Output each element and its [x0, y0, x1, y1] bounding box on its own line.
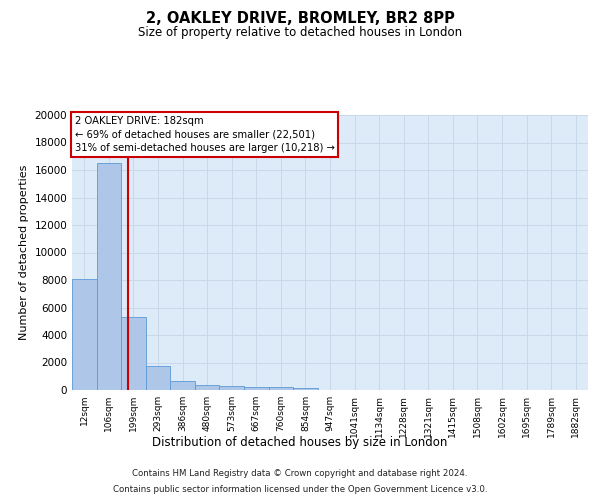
Text: 2, OAKLEY DRIVE, BROMLEY, BR2 8PP: 2, OAKLEY DRIVE, BROMLEY, BR2 8PP: [146, 11, 454, 26]
Text: Distribution of detached houses by size in London: Distribution of detached houses by size …: [152, 436, 448, 449]
Bar: [97, 163, 121, 390]
Text: Contains HM Land Registry data © Crown copyright and database right 2024.: Contains HM Land Registry data © Crown c…: [132, 470, 468, 478]
Bar: [293, 388, 318, 390]
Bar: [170, 381, 195, 390]
Bar: [269, 387, 293, 390]
Bar: [121, 317, 146, 390]
Bar: [195, 385, 220, 390]
Text: Contains public sector information licensed under the Open Government Licence v3: Contains public sector information licen…: [113, 484, 487, 494]
Bar: [244, 387, 269, 390]
Y-axis label: Number of detached properties: Number of detached properties: [19, 165, 29, 340]
Text: Size of property relative to detached houses in London: Size of property relative to detached ho…: [138, 26, 462, 39]
Bar: [72, 278, 97, 390]
Bar: [220, 386, 244, 390]
Text: 2 OAKLEY DRIVE: 182sqm
← 69% of detached houses are smaller (22,501)
31% of semi: 2 OAKLEY DRIVE: 182sqm ← 69% of detached…: [74, 116, 334, 153]
Bar: [146, 366, 170, 390]
